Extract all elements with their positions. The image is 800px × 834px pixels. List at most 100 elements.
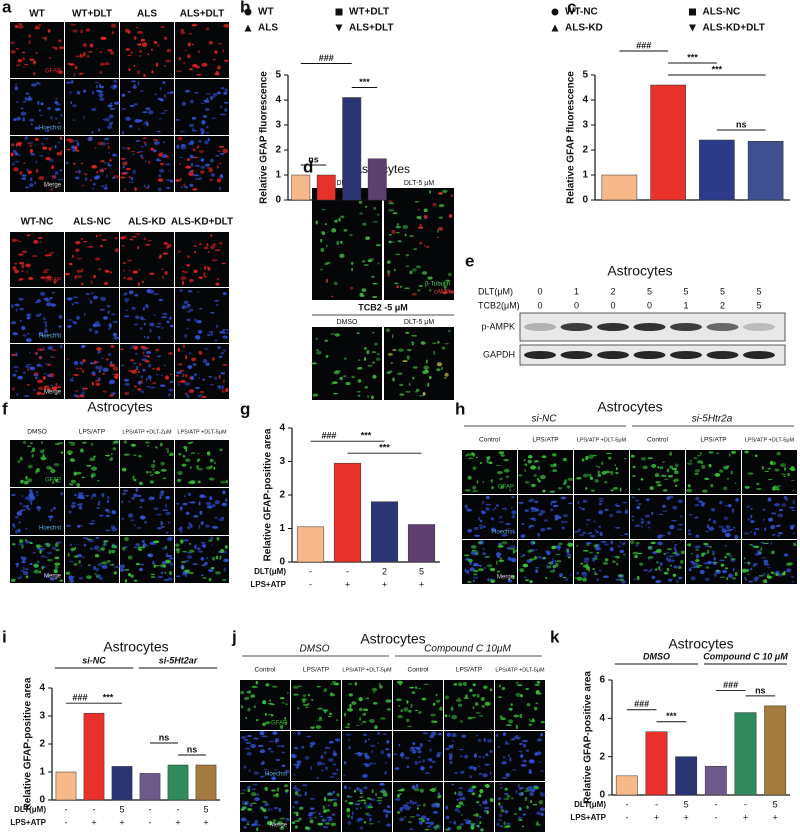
micrograph-feature (51, 546, 57, 550)
micrograph-feature (386, 260, 391, 264)
micrograph-feature (11, 494, 16, 497)
micrograph-feature (458, 801, 464, 806)
micrograph-feature (298, 817, 302, 821)
micrograph-feature (334, 738, 341, 742)
micrograph-feature (24, 395, 29, 397)
micrograph-feature (31, 83, 37, 87)
micrograph-feature (194, 544, 197, 549)
micrograph-feature (247, 788, 251, 793)
micrograph-feature (496, 560, 498, 565)
micrograph-feature (377, 262, 380, 265)
micrograph-feature (22, 100, 27, 104)
micrograph-feature (498, 451, 505, 455)
micrograph-feature (403, 707, 409, 712)
micrograph-feature (567, 557, 571, 559)
micrograph-feature (524, 579, 530, 581)
micrograph-feature (206, 97, 209, 100)
micrograph-feature (165, 559, 171, 564)
micrograph-feature (199, 494, 206, 499)
micrograph-feature (208, 331, 214, 333)
micrograph-feature (725, 524, 731, 529)
micrograph-feature (333, 392, 338, 395)
column-header: LPS/ATP +DLT-5μM (745, 437, 795, 443)
micrograph-feature (386, 805, 391, 809)
micrograph-feature (53, 569, 58, 574)
micrograph-feature (14, 269, 19, 274)
micrograph-feature (416, 807, 420, 810)
micrograph-feature (415, 813, 421, 817)
micrograph-feature (59, 169, 63, 172)
micrograph-feature (187, 158, 190, 162)
micrograph-feature (35, 490, 39, 494)
micrograph-feature (558, 486, 562, 490)
micrograph-feature (52, 506, 57, 510)
micrograph-feature (32, 255, 38, 258)
micrograph-feature (390, 362, 394, 364)
micrograph-feature (417, 226, 424, 229)
blot-band (597, 323, 629, 331)
micrograph-feature (280, 724, 284, 730)
micrograph-feature (648, 526, 651, 529)
micrograph-feature (159, 384, 166, 387)
micrograph-feature (375, 793, 378, 797)
micrograph-feature (529, 524, 535, 527)
micrograph-feature (113, 373, 120, 376)
micrograph-feature (430, 787, 436, 793)
micrograph-feature (178, 163, 181, 165)
micrograph-feature (505, 772, 511, 778)
micrograph-feature (414, 760, 418, 766)
micrograph-feature (424, 828, 430, 831)
micrograph-feature (68, 510, 72, 514)
micrograph-feature (86, 575, 92, 580)
micrograph-feature (125, 301, 128, 303)
micrograph-feature (695, 546, 700, 549)
micrograph-feature (24, 97, 28, 101)
micrograph-feature (14, 516, 19, 519)
micrograph-feature (464, 754, 469, 759)
micrograph-feature (205, 524, 210, 528)
micrograph-feature (291, 821, 296, 824)
legend-label: WT+DLT (349, 7, 389, 18)
micrograph-feature (210, 311, 215, 314)
micrograph-feature (322, 805, 326, 810)
y-axis-label: Relative GFAP fluorescence (566, 71, 577, 204)
micrograph-feature (119, 568, 125, 572)
micrograph-feature (537, 532, 540, 537)
micrograph-feature (127, 270, 131, 272)
micrograph-feature (365, 697, 368, 700)
micrograph-feature (498, 802, 501, 806)
micrograph-feature (250, 743, 256, 749)
micrograph-feature (395, 698, 402, 702)
micrograph-feature (594, 573, 598, 576)
micrograph-feature (351, 267, 353, 272)
micrograph-feature (655, 580, 662, 584)
micrograph-feature (327, 798, 334, 802)
micrograph-feature (96, 480, 100, 482)
micrograph-feature (85, 28, 91, 32)
micrograph-feature (144, 347, 150, 349)
micrograph-feature (445, 279, 451, 282)
micrograph-feature (196, 465, 199, 470)
micrograph-feature (510, 703, 513, 707)
micrograph-feature (411, 785, 416, 790)
micrograph-feature (479, 789, 484, 794)
micrograph-feature (497, 470, 503, 475)
micrograph-feature (687, 484, 691, 488)
row-value: 5 (684, 799, 689, 809)
column-header: LPS/ATP (700, 437, 726, 444)
micrograph-feature (677, 566, 683, 569)
micrograph-feature (155, 325, 161, 328)
micrograph-feature (521, 791, 524, 796)
micrograph-feature (470, 716, 477, 719)
micrograph-feature (180, 531, 183, 533)
panel-label: e (465, 251, 474, 270)
micrograph-feature (321, 818, 327, 823)
micrograph-feature (450, 194, 454, 198)
micrograph-feature (82, 89, 87, 93)
micrograph-feature (750, 507, 753, 510)
micrograph-feature (40, 393, 45, 395)
micrograph-feature (549, 508, 554, 512)
micrograph-feature (662, 489, 668, 492)
micrograph-feature (262, 700, 267, 705)
blot-band (633, 351, 666, 359)
